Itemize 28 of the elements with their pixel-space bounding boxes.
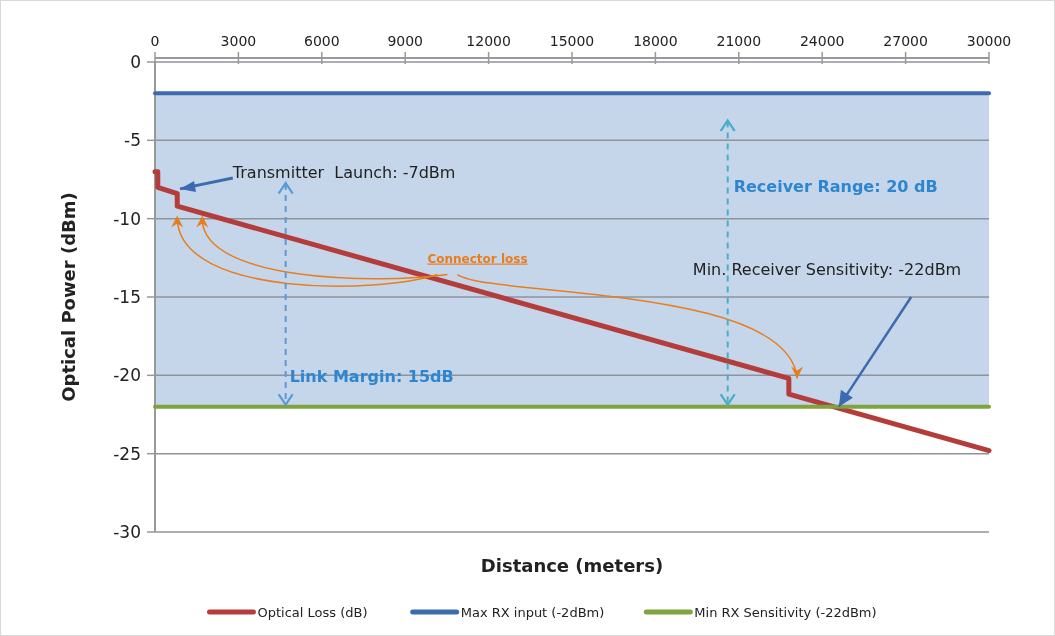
legend-label: Min RX Sensitivity (-22dBm) [694, 604, 877, 620]
x-tick-label: 18000 [633, 33, 678, 49]
x-tick-label: 27000 [883, 33, 928, 49]
y-tick-label: -20 [113, 365, 141, 386]
annotation: Transmitter Launch: -7dBm [231, 162, 456, 182]
x-tick-label: 0 [150, 33, 160, 49]
y-tick-label: -10 [113, 208, 141, 229]
annotation: Connector loss [427, 251, 528, 266]
y-tick-label: -5 [124, 130, 141, 151]
annotation: Min. Receiver Sensitivity: -22dBm [692, 260, 962, 280]
x-tick-label: 15000 [549, 33, 595, 49]
annotation: Receiver Range: 20 dB [733, 177, 938, 197]
x-axis-title: Distance (meters) [480, 555, 664, 576]
x-tick-label: 24000 [799, 33, 845, 49]
y-tick-label: 0 [130, 51, 141, 72]
x-tick-label: 6000 [303, 33, 340, 49]
x-tick-label: 9000 [387, 33, 424, 49]
x-tick-label: 30000 [966, 33, 1012, 49]
legend-label: Optical Loss (dB) [257, 604, 368, 620]
y-tick-label: -30 [113, 521, 141, 542]
y-tick-label: -25 [113, 443, 141, 464]
x-tick-label: 3000 [220, 33, 257, 49]
y-tick-label: -15 [113, 286, 141, 307]
legend-label: Max RX input (-2dBm) [460, 604, 605, 620]
x-tick-label: 12000 [466, 33, 511, 49]
y-axis-title: Optical Power (dBm) [58, 192, 79, 402]
annotation: Link Margin: 15dB [289, 366, 454, 386]
x-tick-label: 21000 [716, 33, 762, 49]
